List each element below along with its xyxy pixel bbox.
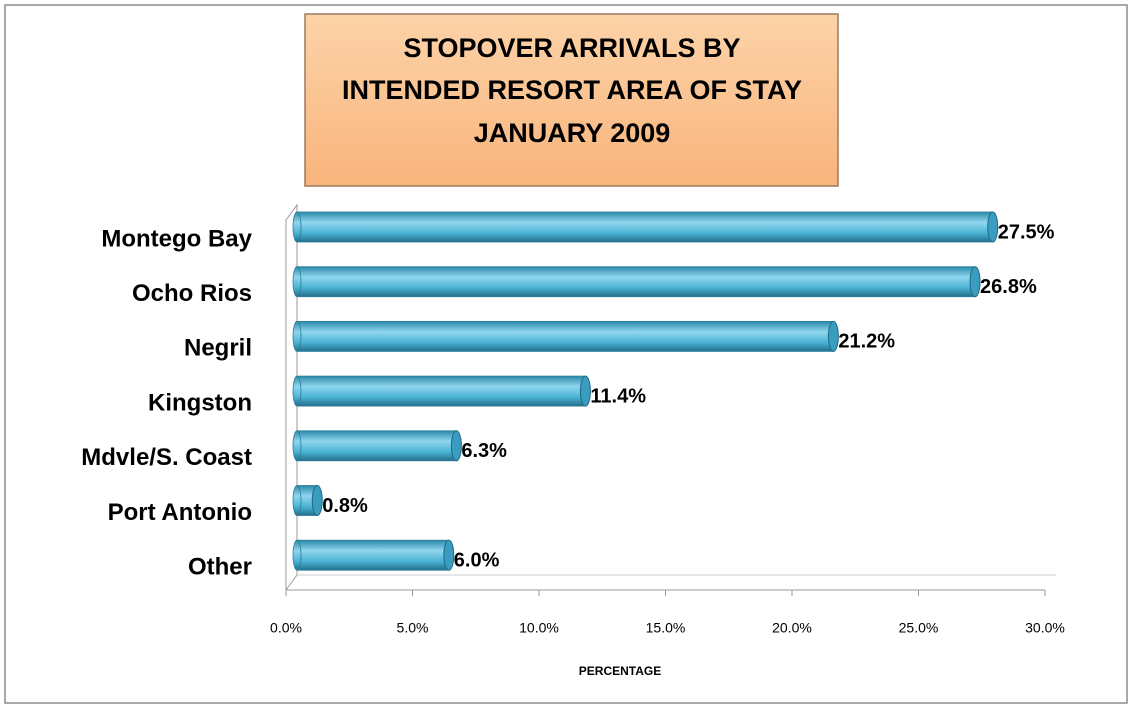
x-tick-label: 10.0% — [519, 620, 559, 636]
side-wall — [285, 203, 298, 591]
value-label: 27.5% — [998, 221, 1055, 243]
y-tick-label: Mdvle/S. Coast — [81, 444, 252, 471]
bar-group — [292, 430, 462, 462]
y-tick-label: Kingston — [148, 389, 252, 416]
bar-end-cap — [443, 539, 455, 571]
bar-group — [292, 266, 981, 298]
bar-start-cap — [292, 539, 302, 571]
bar-end-cap — [827, 320, 839, 352]
value-label: 26.8% — [980, 276, 1037, 298]
bar — [296, 211, 994, 243]
y-tick-label: Other — [188, 554, 252, 581]
chart-title: INTENDED RESORT AREA OF STAY — [342, 75, 802, 105]
x-tick-label: 30.0% — [1025, 620, 1065, 636]
bar — [296, 320, 834, 352]
title-box — [304, 13, 839, 187]
x-axis-label: PERCENTAGE — [579, 664, 661, 678]
bar-start-cap — [292, 485, 302, 516]
x-tick-label: 15.0% — [646, 620, 686, 636]
bar-start-cap — [292, 320, 302, 352]
bar-end-cap — [579, 375, 591, 407]
bar-end-cap — [311, 485, 323, 516]
value-label: 0.8% — [322, 495, 368, 517]
bar-group — [292, 211, 999, 243]
chart-title: JANUARY 2009 — [474, 118, 671, 148]
bar-start-cap — [292, 211, 302, 243]
x-tick-label: 0.0% — [270, 620, 302, 636]
bar-start-cap — [292, 266, 302, 298]
bar-group — [292, 320, 839, 352]
value-label: 6.0% — [454, 549, 500, 571]
value-label: 11.4% — [590, 385, 646, 407]
bar-group — [292, 539, 455, 571]
y-tick-label: Ocho Rios — [132, 280, 252, 307]
bar-start-cap — [292, 375, 302, 407]
bar — [296, 539, 450, 571]
bar-group — [292, 485, 323, 516]
y-tick-label: Negril — [184, 335, 252, 362]
bar-end-cap — [969, 266, 981, 298]
bar — [296, 430, 457, 462]
bar-start-cap — [292, 430, 302, 462]
bar-end-cap — [987, 211, 999, 243]
x-tick-label: 5.0% — [397, 620, 429, 636]
value-label: 21.2% — [838, 331, 895, 353]
x-tick-label: 25.0% — [899, 620, 939, 636]
chart-title: STOPOVER ARRIVALS BY — [403, 33, 740, 63]
bar-end-cap — [450, 430, 462, 462]
y-tick-label: Montego Bay — [101, 225, 252, 252]
x-tick-label: 20.0% — [772, 620, 812, 636]
value-label: 6.3% — [461, 440, 507, 462]
bar — [296, 266, 976, 298]
y-tick-label: Port Antonio — [108, 499, 252, 526]
bar-group — [292, 375, 591, 407]
bar — [296, 375, 586, 407]
